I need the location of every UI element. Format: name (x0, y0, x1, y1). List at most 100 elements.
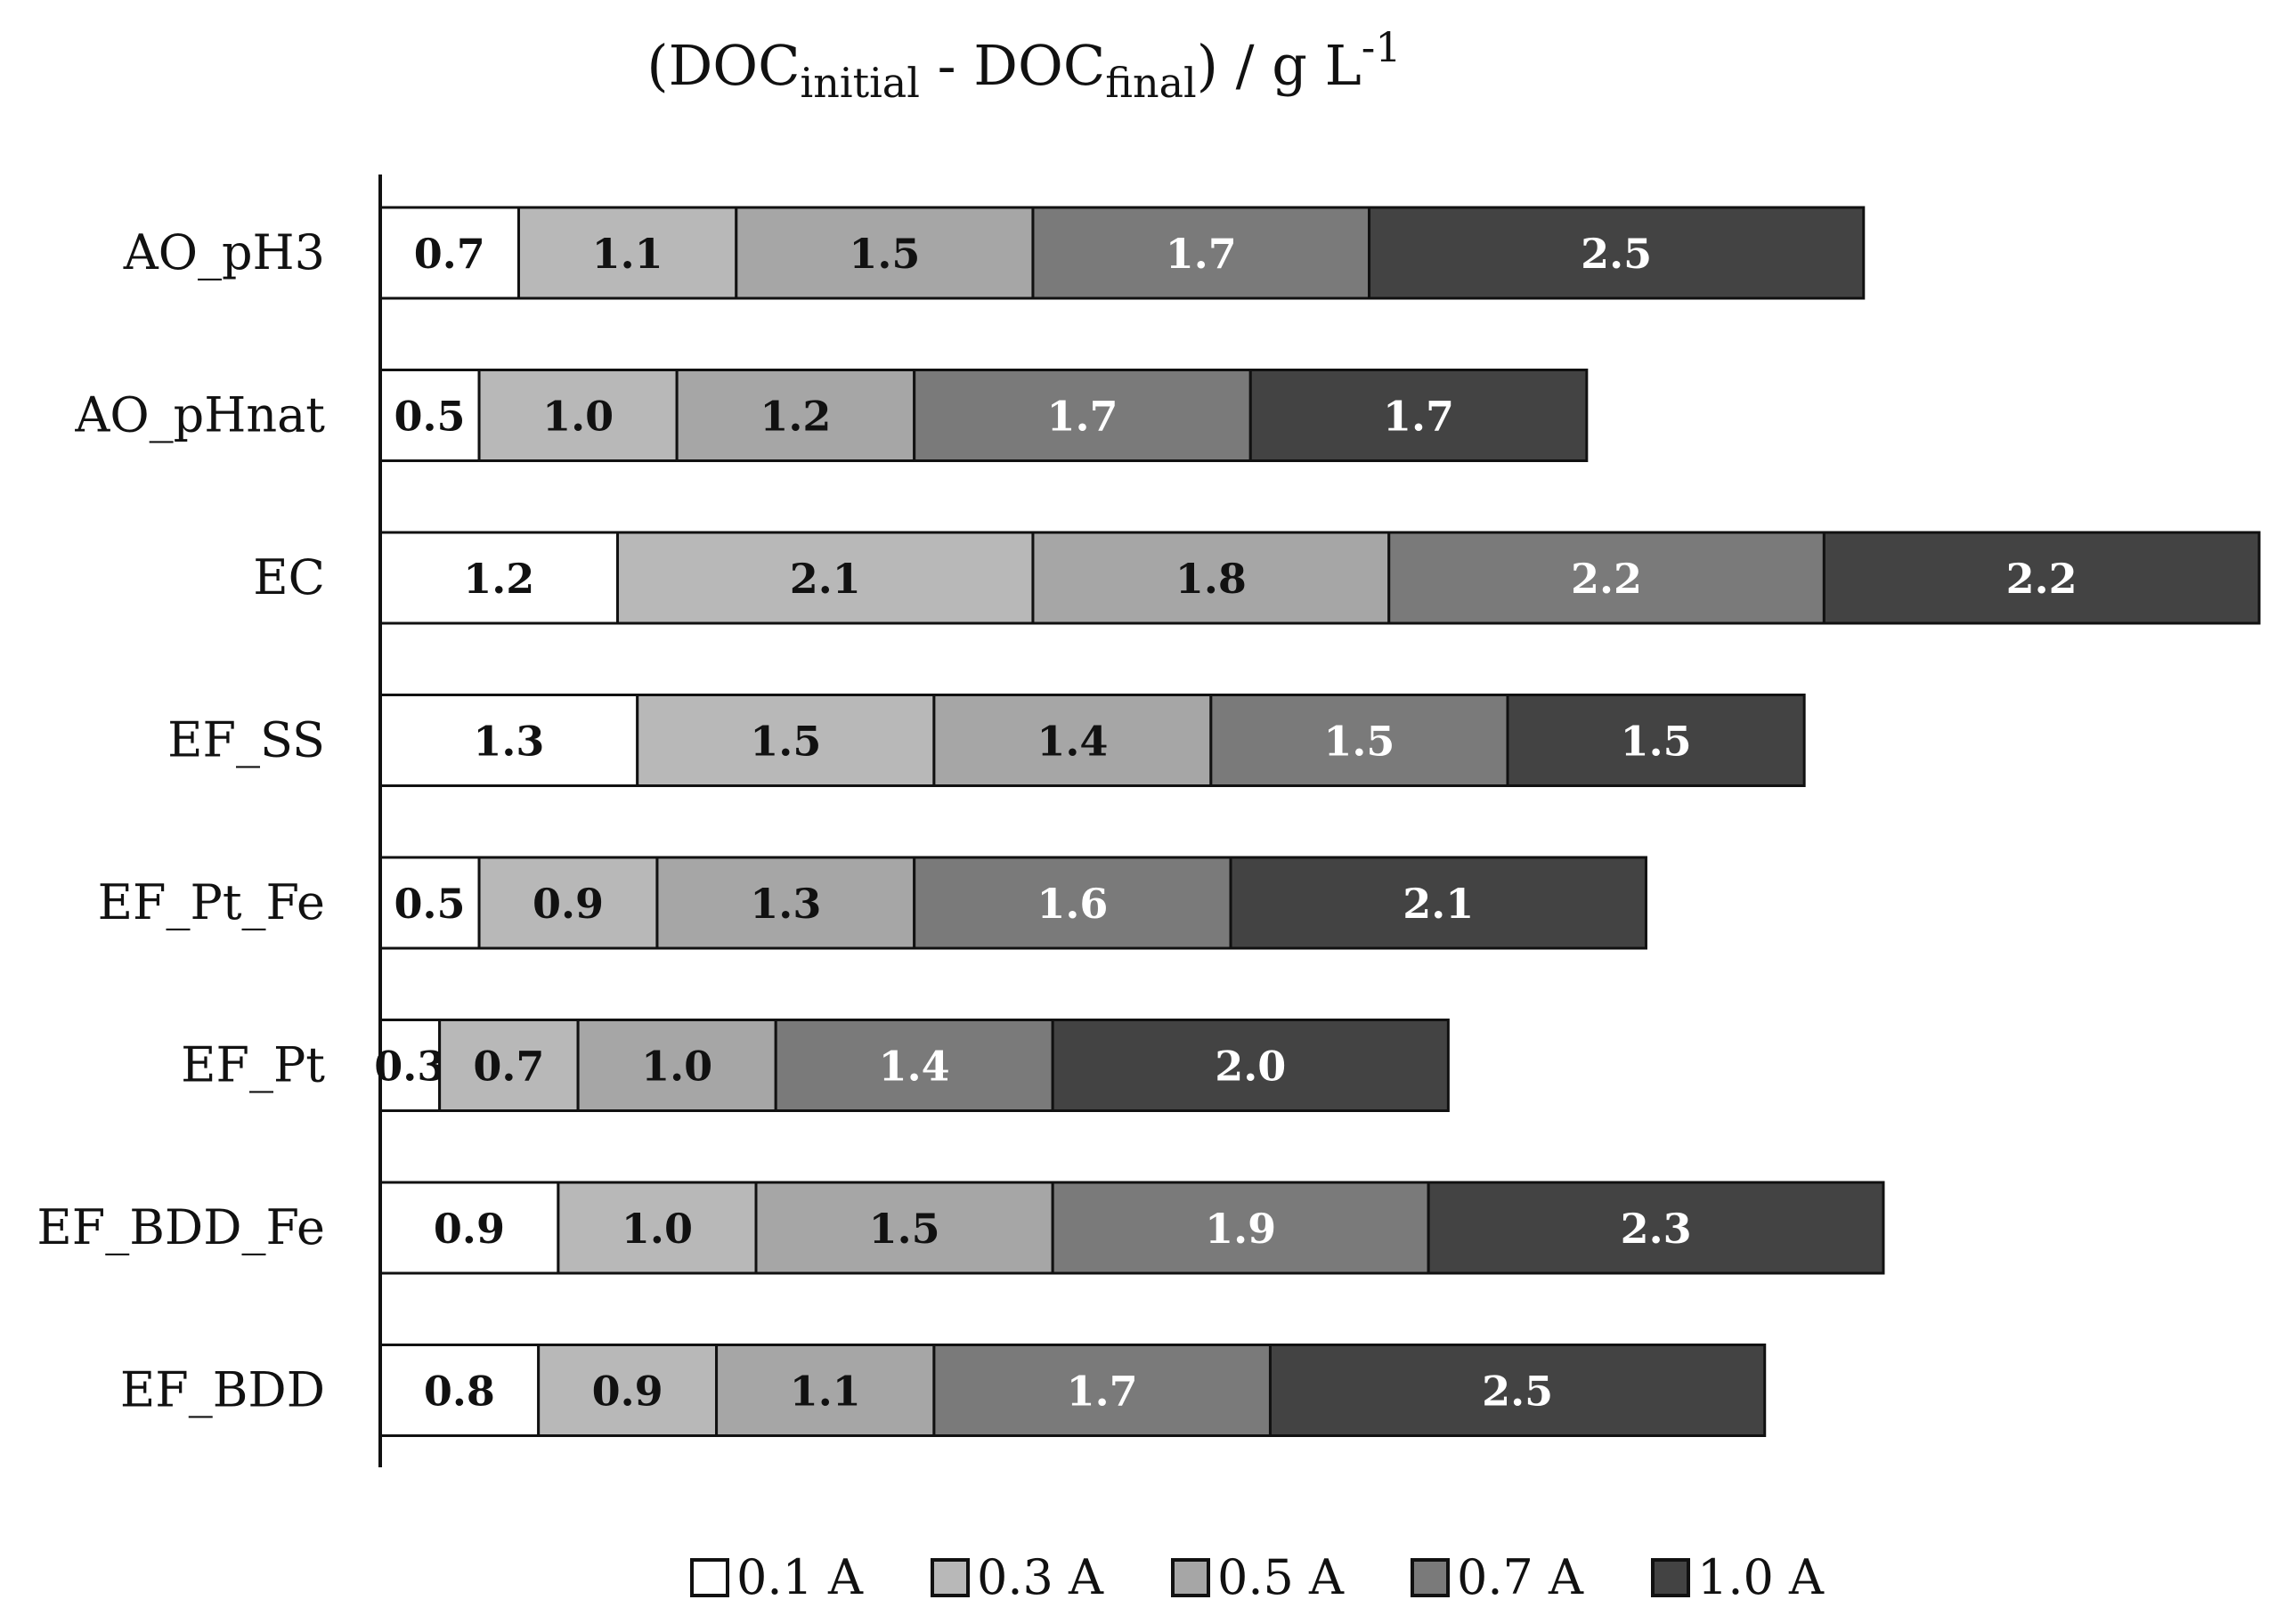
data-label: 1.1 (592, 230, 663, 278)
bar-segment (932, 694, 1213, 787)
data-label: 0.9 (533, 880, 604, 928)
data-label: 1.4 (879, 1043, 950, 1091)
bar-segment (1031, 531, 1391, 625)
bar-group-ec: EC 1.2 2.1 1.8 2.2 2.2 (253, 531, 2261, 625)
data-label: 0.5 (394, 393, 466, 441)
bar-group-ef-ss: EF_SS 1.3 1.5 1.4 1.5 1.5 (167, 694, 1806, 787)
bar-group-ef-bdd-fe: EF_BDD_Fe 0.9 1.0 1.5 1.9 2.3 (37, 1181, 1885, 1275)
data-label: 0.9 (592, 1368, 663, 1416)
data-label: 1.3 (750, 880, 821, 928)
title-sub-final: final (1105, 59, 1196, 107)
data-label: 1.1 (790, 1368, 861, 1416)
bar-segment (913, 369, 1252, 462)
title-sup: -1 (1362, 23, 1402, 71)
bar-segment (477, 856, 659, 950)
data-label: 0.5 (394, 880, 466, 928)
data-label: 1.0 (622, 1205, 693, 1253)
bar-segment (576, 1019, 777, 1112)
data-label: 2.2 (1571, 555, 1642, 603)
bar-group-ao-ph3: AO_pH3 0.7 1.1 1.5 1.7 2.5 (123, 206, 1866, 300)
bar-segment (1427, 1181, 1885, 1275)
category-label: EF_SS (167, 712, 325, 768)
data-label: 1.2 (463, 555, 534, 603)
bar-segment (1506, 694, 1806, 787)
data-label: 0.3 (374, 1043, 445, 1091)
data-label: 0.7 (473, 1043, 544, 1091)
bar-segment (1248, 369, 1589, 462)
bar-segment (1368, 206, 1866, 300)
title-mid: - DOC (920, 33, 1105, 98)
bar-segment (616, 531, 1035, 625)
bar-segment (735, 206, 1035, 300)
data-label: 1.5 (1323, 718, 1395, 766)
data-label: 1.7 (1166, 230, 1237, 278)
bar-segment (477, 369, 679, 462)
bar-segment (1268, 1344, 1767, 1437)
data-label: 2.5 (1482, 1368, 1553, 1416)
legend-label: 0.7 A (1457, 1549, 1584, 1605)
category-label: EF_BDD (120, 1362, 325, 1418)
data-label: 1.3 (473, 718, 544, 766)
bar-segment (675, 369, 916, 462)
data-label: 0.8 (424, 1368, 495, 1416)
data-label: 2.2 (2006, 555, 2078, 603)
data-label: 2.1 (790, 555, 861, 603)
bar-segment (1822, 531, 2261, 625)
data-label: 0.7 (414, 230, 485, 278)
chart-title: (DOCinitial - DOCfinal) / g L-1 (646, 23, 1401, 107)
bar-segment (438, 1019, 580, 1112)
data-label: 2.1 (1403, 880, 1474, 928)
category-label: EC (253, 549, 325, 605)
data-label: 1.6 (1037, 880, 1108, 928)
data-label: 1.5 (849, 230, 920, 278)
legend-item: 1.0 A (1651, 1549, 1825, 1605)
bar-segment (655, 856, 916, 950)
data-label: 1.5 (750, 718, 821, 766)
data-label: 0.9 (434, 1205, 505, 1253)
legend-item: 0.5 A (1171, 1549, 1345, 1605)
data-label: 1.8 (1175, 555, 1247, 603)
bar-segment (1229, 856, 1647, 950)
legend-swatch (1651, 1558, 1690, 1597)
data-label: 1.0 (641, 1043, 712, 1091)
bar-segment (932, 1344, 1272, 1437)
bar-group-ef-bdd: EF_BDD 0.8 0.9 1.1 1.7 2.5 (120, 1344, 1767, 1437)
legend-swatch (1171, 1558, 1210, 1597)
bar-group-ao-phnat: AO_pHnat 0.5 1.0 1.2 1.7 1.7 (74, 369, 1589, 462)
bars-layer: AO_pH3 0.7 1.1 1.5 1.7 2.5 AO_pHnat 0.5 1.0 1.2 1.… (37, 206, 2261, 1437)
data-label: 1.7 (1067, 1368, 1138, 1416)
legend: 0.1 A 0.3 A 0.5 A 0.7 A 1.0 A (690, 1549, 1825, 1605)
data-label: 1.0 (542, 393, 614, 441)
data-label: 2.5 (1581, 230, 1652, 278)
legend-label: 1.0 A (1697, 1549, 1825, 1605)
legend-label: 0.1 A (736, 1549, 864, 1605)
bar-segment (715, 1344, 936, 1437)
bar-segment (1387, 531, 1825, 625)
legend-swatch (1411, 1558, 1450, 1597)
bar-segment (516, 206, 738, 300)
title-sub-initial: initial (801, 59, 920, 107)
legend-item: 0.1 A (690, 1549, 864, 1605)
data-label: 1.7 (1046, 393, 1118, 441)
category-label: EF_BDD_Fe (37, 1199, 325, 1255)
legend-item: 0.3 A (931, 1549, 1104, 1605)
bar-group-ef-pt: EF_Pt 0.3 0.7 1.0 1.4 2.0 (181, 1019, 1450, 1112)
bar-segment (378, 1344, 541, 1437)
data-label: 2.0 (1215, 1043, 1286, 1091)
bar-segment (1051, 1181, 1430, 1275)
data-label: 1.5 (869, 1205, 940, 1253)
legend-label: 0.5 A (1217, 1549, 1345, 1605)
bar-segment (378, 1181, 560, 1275)
legend-swatch (931, 1558, 970, 1597)
bar-segment (636, 694, 936, 787)
category-label: AO_pH3 (123, 224, 325, 280)
data-label: 1.2 (760, 393, 831, 441)
title-lead: (DOC (646, 33, 800, 98)
bar-segment (1051, 1019, 1450, 1112)
category-label: EF_Pt (181, 1037, 325, 1093)
legend-swatch (690, 1558, 729, 1597)
bar-group-ef-pt-fe: EF_Pt_Fe 0.5 0.9 1.3 1.6 2.1 (98, 856, 1647, 950)
data-label: 1.9 (1205, 1205, 1276, 1253)
title-tail: ) / g L (1197, 33, 1362, 98)
